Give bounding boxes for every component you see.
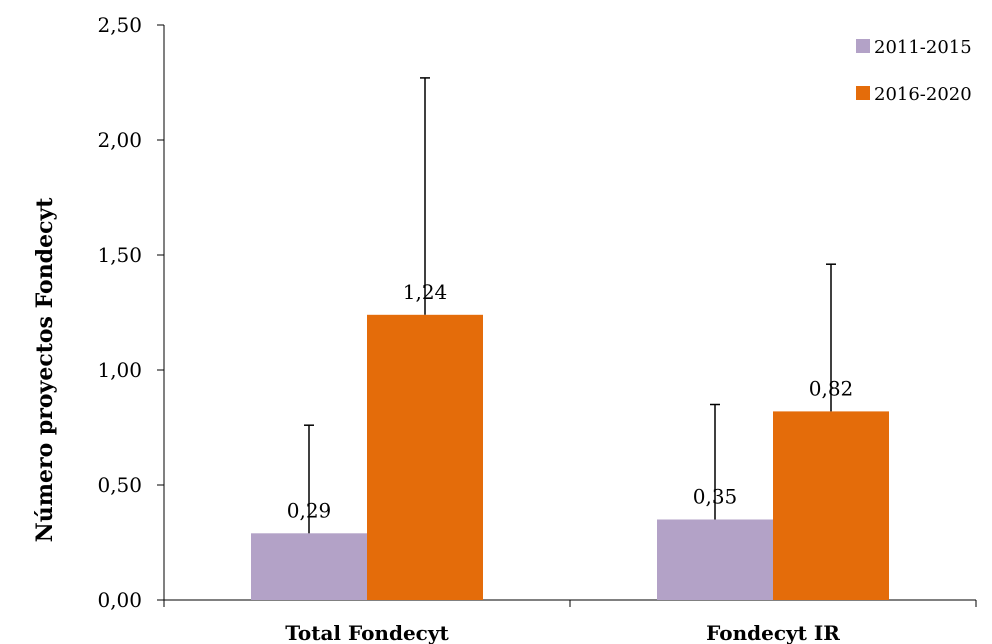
y-tick-label: 0,00	[97, 588, 142, 612]
legend-swatch	[856, 86, 870, 100]
y-tick-label: 2,00	[97, 128, 142, 152]
legend-label: 2016-2020	[874, 84, 972, 105]
data-label: 0,29	[287, 498, 332, 522]
legend-label: 2011-2015	[874, 37, 972, 58]
y-tick-label: 1,00	[97, 358, 142, 382]
x-tick-label: Fondecyt IR	[706, 621, 840, 644]
bar	[773, 411, 889, 600]
axes: 0,00 0,50 1,00 1,50 2,00 2,50 Total Fondecyt Fo…	[97, 13, 977, 644]
data-label: 1,24	[403, 280, 448, 304]
x-tick-label: Total Fondecyt	[285, 621, 449, 644]
y-tick-label: 2,50	[97, 13, 142, 37]
y-axis-label: Número proyectos Fondecyt	[32, 197, 58, 543]
data-label: 0,82	[809, 376, 854, 400]
data-labels: 0,29 1,24 0,35 0,82	[287, 280, 854, 523]
y-tick-label: 0,50	[97, 473, 142, 497]
error-bars	[304, 77, 836, 534]
bar	[367, 314, 483, 600]
bars	[251, 314, 889, 600]
y-tick-label: 1,50	[97, 243, 142, 267]
legend-swatch	[856, 39, 870, 53]
bar	[251, 533, 367, 600]
legend: 2011-2015 2016-2020	[856, 37, 972, 105]
bar	[657, 519, 773, 600]
data-label: 0,35	[693, 485, 738, 509]
